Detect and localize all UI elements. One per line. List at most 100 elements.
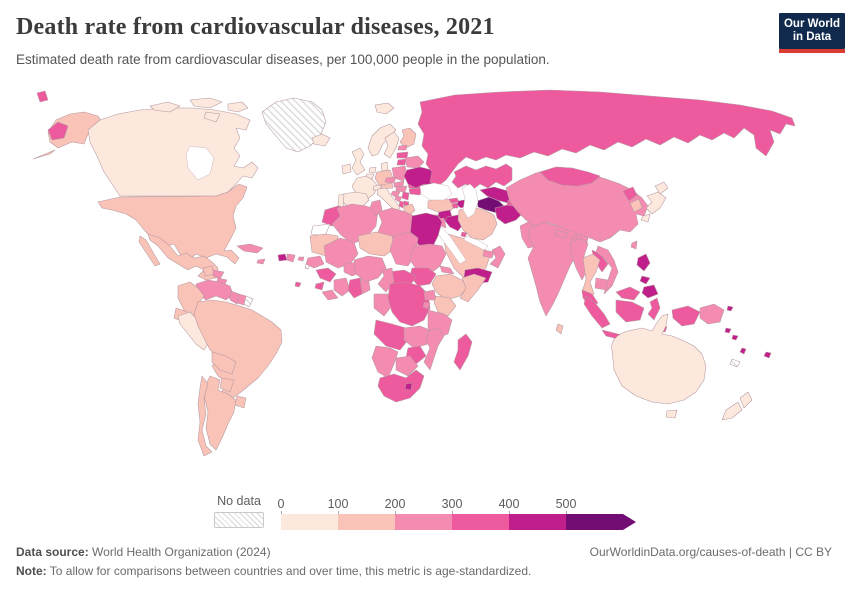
country-liberia[interactable]: [321, 289, 339, 301]
country-ireland[interactable]: [341, 163, 352, 175]
country-serbia[interactable]: [401, 191, 410, 201]
legend-segment-400-500[interactable]: 400: [499, 497, 566, 530]
country-denmark[interactable]: [380, 161, 389, 172]
country-vietnam[interactable]: [595, 245, 619, 295]
country-philippines-luzon[interactable]: [636, 253, 651, 272]
country-portugal[interactable]: [337, 193, 345, 209]
country-new-zealand-south[interactable]: [721, 401, 743, 421]
country-latvia[interactable]: [396, 151, 409, 159]
country-uae[interactable]: [482, 249, 495, 259]
country-argentina[interactable]: [203, 375, 237, 451]
country-iceland[interactable]: [311, 133, 331, 147]
country-united-kingdom[interactable]: [351, 147, 366, 176]
country-albania[interactable]: [398, 200, 405, 209]
country-australia-tasmania[interactable]: [665, 409, 678, 419]
country-ethiopia[interactable]: [431, 273, 469, 301]
country-south-africa[interactable]: [377, 369, 425, 403]
owid-logo[interactable]: Our World in Data: [779, 13, 845, 53]
country-taiwan[interactable]: [630, 240, 638, 250]
country-estonia[interactable]: [397, 144, 408, 151]
country-vanuatu[interactable]: [739, 347, 747, 355]
country-guatemala[interactable]: [202, 265, 215, 277]
country-fiji[interactable]: [763, 351, 772, 359]
legend-segment-500+[interactable]: 500: [556, 497, 623, 530]
country-kenya[interactable]: [433, 295, 457, 317]
country-uganda[interactable]: [423, 289, 437, 301]
country-solomon-islands2[interactable]: [731, 334, 739, 341]
country-niger[interactable]: [357, 231, 397, 257]
country-cote-divoire[interactable]: [333, 277, 351, 297]
country-brazil[interactable]: [193, 299, 283, 401]
country-ghana[interactable]: [347, 277, 363, 299]
country-nepal[interactable]: [554, 229, 569, 239]
country-south-korea[interactable]: [629, 198, 643, 213]
country-senegal[interactable]: [305, 255, 325, 269]
country-usa[interactable]: [97, 183, 248, 265]
country-somalia[interactable]: [459, 273, 487, 303]
country-canada[interactable]: [87, 107, 259, 197]
country-philippines-visayas[interactable]: [639, 275, 651, 285]
country-japan-kyushu[interactable]: [640, 213, 651, 223]
country-philippines-mindanao[interactable]: [641, 284, 659, 299]
country-rwanda-burundi[interactable]: [422, 301, 431, 310]
country-trinidad[interactable]: [294, 281, 302, 288]
country-russia-west-wrap[interactable]: [47, 121, 69, 141]
country-zambia[interactable]: [403, 325, 431, 349]
country-mongolia[interactable]: [539, 166, 601, 187]
country-madagascar[interactable]: [453, 333, 473, 371]
country-north-korea[interactable]: [622, 186, 638, 202]
country-dr-congo[interactable]: [387, 281, 431, 327]
country-indonesia-west-papua[interactable]: [671, 305, 701, 327]
country-chile[interactable]: [197, 375, 213, 457]
country-paraguay[interactable]: [219, 377, 235, 393]
country-hungary[interactable]: [395, 185, 408, 193]
country-canada-arctic3[interactable]: [227, 101, 249, 113]
country-kuwait[interactable]: [460, 231, 468, 238]
country-cambodia[interactable]: [594, 277, 609, 291]
country-guinea[interactable]: [315, 267, 337, 283]
country-lesotho[interactable]: [404, 382, 413, 391]
country-nigeria[interactable]: [353, 255, 387, 283]
country-peru[interactable]: [177, 311, 211, 351]
country-canada-arctic2[interactable]: [189, 97, 223, 109]
country-canada-arctic1[interactable]: [149, 101, 181, 113]
country-suriname[interactable]: [236, 293, 247, 306]
country-indonesia-sumatra[interactable]: [583, 295, 611, 329]
country-mali[interactable]: [323, 237, 359, 269]
country-dominican-republic[interactable]: [286, 253, 296, 263]
country-netherlands[interactable]: [368, 166, 377, 174]
country-lithuania[interactable]: [396, 158, 407, 166]
country-kazakhstan[interactable]: [451, 163, 513, 191]
country-haiti[interactable]: [277, 253, 288, 262]
country-cuba[interactable]: [236, 243, 264, 254]
country-indonesia-sulawesi[interactable]: [647, 297, 661, 321]
country-png-islands[interactable]: [726, 305, 734, 312]
country-australia[interactable]: [611, 313, 707, 405]
country-french-guiana[interactable]: [243, 295, 254, 308]
country-botswana[interactable]: [395, 355, 419, 377]
country-mexico-baja[interactable]: [138, 235, 161, 267]
country-eritrea[interactable]: [439, 265, 455, 275]
country-svalbard[interactable]: [374, 102, 395, 115]
country-jamaica[interactable]: [256, 258, 266, 265]
legend-no-data[interactable]: No data: [214, 494, 264, 528]
country-thailand[interactable]: [581, 253, 601, 303]
country-sierra-leone[interactable]: [314, 281, 325, 291]
country-malaysia-borneo[interactable]: [615, 286, 641, 301]
country-indonesia-kalimantan[interactable]: [615, 299, 645, 323]
country-puerto-rico[interactable]: [297, 256, 305, 262]
country-armenia[interactable]: [451, 202, 459, 209]
country-usa-aleutians[interactable]: [32, 149, 56, 160]
legend-segment-300-400[interactable]: 300: [442, 497, 509, 530]
country-angola[interactable]: [373, 319, 409, 351]
country-bhutan[interactable]: [570, 235, 578, 240]
country-gabon-congo[interactable]: [373, 293, 393, 317]
country-namibia[interactable]: [371, 345, 399, 379]
country-canada-baffin[interactable]: [203, 111, 221, 123]
country-oman[interactable]: [489, 245, 506, 269]
country-finland[interactable]: [399, 127, 417, 149]
country-bolivia[interactable]: [211, 351, 237, 375]
country-uruguay[interactable]: [234, 395, 247, 409]
legend-segment-0-100[interactable]: 0: [278, 497, 338, 530]
country-new-zealand-north[interactable]: [739, 391, 753, 409]
